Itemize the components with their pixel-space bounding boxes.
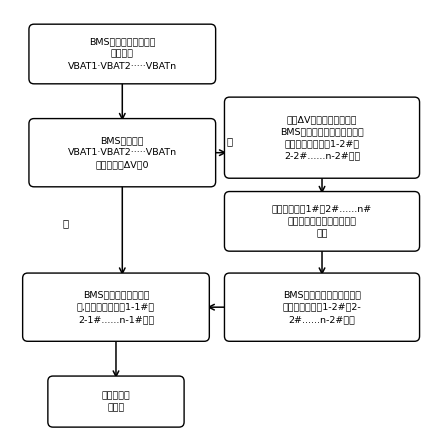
FancyBboxPatch shape <box>29 24 215 84</box>
FancyBboxPatch shape <box>48 376 184 427</box>
Text: 通过均衡电阻1#，2#......n#
限流，安全完成所有电池包
均衡: 通过均衡电阻1#，2#......n# 限流，安全完成所有电池包 均衡 <box>272 205 372 238</box>
Text: 是: 是 <box>63 219 69 228</box>
Text: 否: 否 <box>226 136 233 146</box>
FancyBboxPatch shape <box>23 273 209 342</box>
Text: BMS依次判断
VBAT1·VBAT2·····VBATn
之间的差值ΔV为0: BMS依次判断 VBAT1·VBAT2·····VBATn 之间的差值ΔV为0 <box>68 136 177 169</box>
FancyBboxPatch shape <box>29 118 215 187</box>
Text: BMS发送继电器闭合指
令,控制第一继电器1-1#、
2-1#......n-1#闭合: BMS发送继电器闭合指 令,控制第一继电器1-1#、 2-1#......n-1… <box>77 291 155 324</box>
FancyBboxPatch shape <box>224 97 420 178</box>
FancyBboxPatch shape <box>224 191 420 251</box>
Text: 电池系统完
成上电: 电池系统完 成上电 <box>102 391 131 412</box>
Text: BMS检测各串联电池包
的总电压
VBAT1·VBAT2·····VBATn: BMS检测各串联电池包 的总电压 VBAT1·VBAT2·····VBATn <box>68 38 177 71</box>
Text: 根据ΔV从低到高的次序，
BMS依次发送第二继电器闭合
指令，控制继电器1-2#、
2-2#......n-2#闭合: 根据ΔV从低到高的次序， BMS依次发送第二继电器闭合 指令，控制继电器1-2#… <box>280 115 364 160</box>
Text: BMS发送继电器断开指令，
控制第二继电器1-2#、2-
2#......n-2#断开: BMS发送继电器断开指令， 控制第二继电器1-2#、2- 2#......n-2… <box>283 291 361 324</box>
FancyBboxPatch shape <box>224 273 420 342</box>
